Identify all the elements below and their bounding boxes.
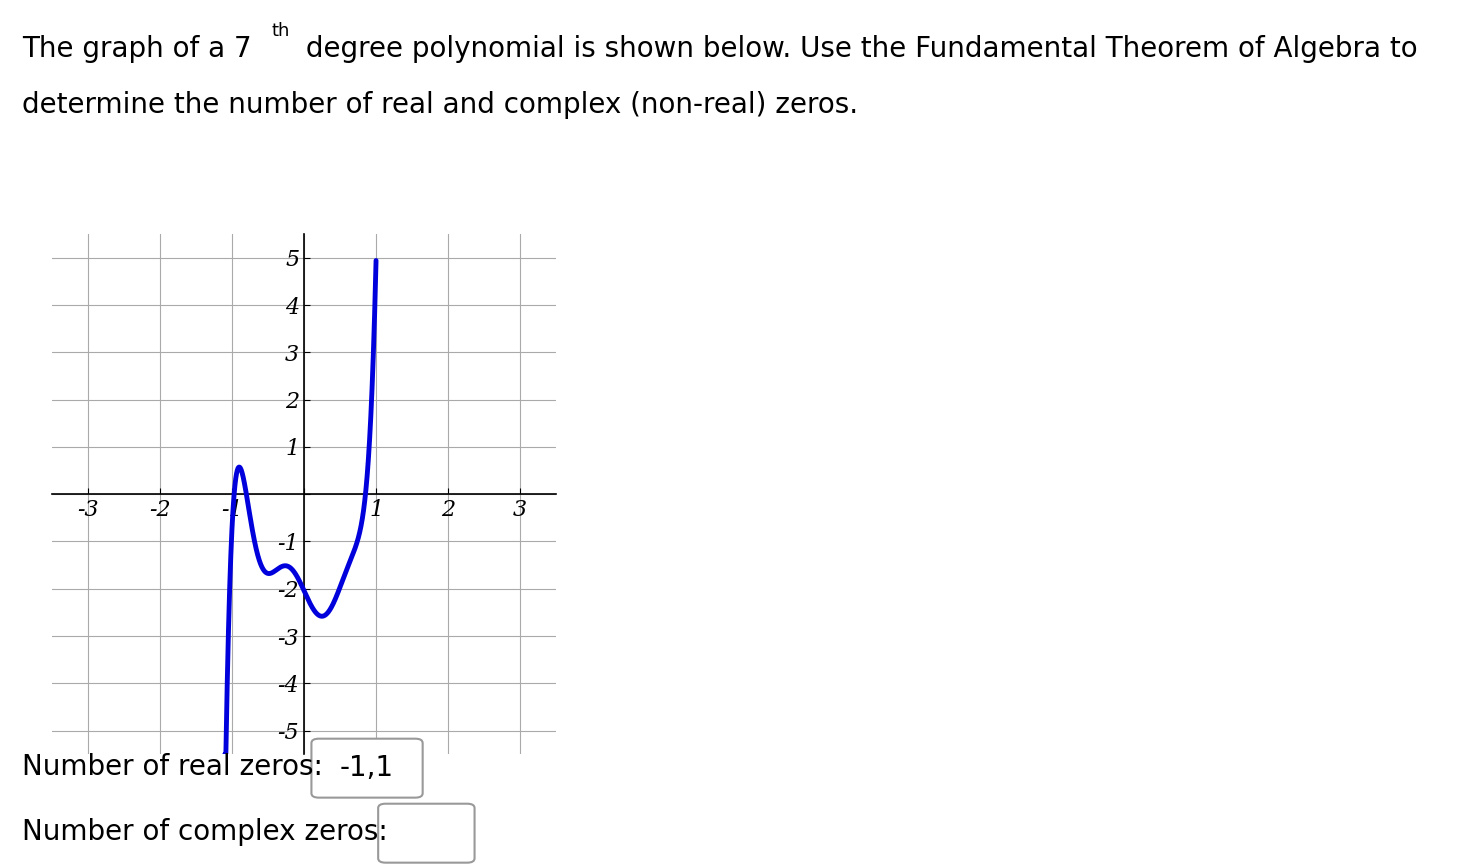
- Text: determine the number of real and complex (non-real) zeros.: determine the number of real and complex…: [22, 91, 859, 119]
- Text: The graph of a 7: The graph of a 7: [22, 35, 252, 62]
- Text: Number of real zeros:: Number of real zeros:: [22, 753, 323, 781]
- Text: degree polynomial is shown below. Use the Fundamental Theorem of Algebra to: degree polynomial is shown below. Use th…: [297, 35, 1418, 62]
- Text: th: th: [271, 22, 289, 40]
- Text: Number of complex zeros:: Number of complex zeros:: [22, 818, 389, 846]
- Text: -1,1: -1,1: [340, 754, 394, 782]
